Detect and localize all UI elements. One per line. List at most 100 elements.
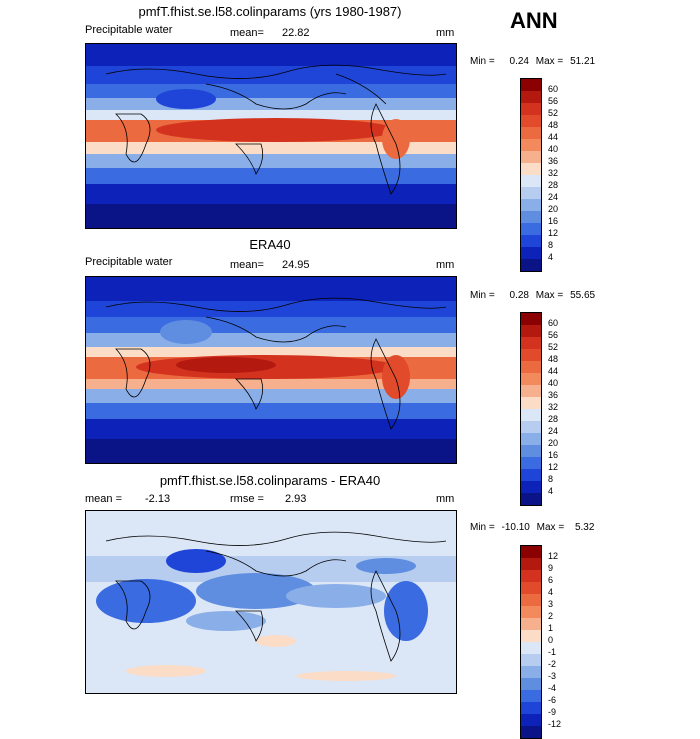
colorbar-swatch (521, 433, 541, 445)
colorbar-swatch (521, 714, 541, 726)
panel3-mean-value: -2.13 (145, 493, 171, 505)
colorbar-tick-label: -1 (548, 647, 557, 657)
panel1-min-value: 0.24 (509, 56, 529, 67)
colorbar-tick-label: 28 (548, 180, 559, 190)
colorbar-swatch (521, 726, 541, 738)
colorbar-tick-label: 16 (548, 216, 559, 226)
panel2-max-value: 55.65 (570, 290, 596, 301)
colorbar-tick-label: -2 (548, 659, 557, 669)
colorbar-tick-label: 12 (548, 228, 559, 238)
colorbar-swatch (521, 259, 541, 271)
panel3-mean-label: mean = (85, 493, 122, 505)
colorbar-swatch (521, 546, 541, 558)
colorbar-tick-label: 4 (548, 252, 554, 262)
colorbar-swatch (521, 199, 541, 211)
colorbar-tick-label: 12 (548, 551, 559, 561)
colorbar-swatch (521, 666, 541, 678)
colorbar-tick-label: -9 (548, 707, 557, 717)
colorbar-tick-label: 3 (548, 599, 554, 609)
panel2-mean-value: 24.95 (282, 259, 310, 271)
panel3-min-value: -10.10 (501, 522, 530, 533)
panel2-mean-label: mean= (230, 259, 264, 271)
colorbar-swatch (521, 361, 541, 373)
panel3-map (85, 510, 457, 694)
panel1-field: Precipitable water (85, 24, 173, 36)
season-label: ANN (510, 8, 558, 33)
colorbar-swatch (521, 211, 541, 223)
colorbar-tick-label: 52 (548, 342, 559, 352)
colorbar-tick-label: 40 (548, 144, 559, 154)
colorbar-tick-label: 6 (548, 575, 554, 585)
colorbar-swatch (521, 223, 541, 235)
panel3-colorbar (520, 545, 542, 739)
panel2-colorbar (520, 312, 542, 506)
colorbar-tick-label: -6 (548, 695, 557, 705)
colorbar-swatch (521, 678, 541, 690)
colorbar-tick-label: 0 (548, 635, 554, 645)
panel3-max-value: 5.32 (574, 522, 595, 533)
colorbar-swatch (521, 702, 541, 714)
panel1-min-label: Min = (470, 56, 495, 67)
panel1-title: pmfT.fhist.se.l58.colinparams (yrs 1980-… (138, 4, 402, 19)
colorbar-swatch (521, 337, 541, 349)
panel1-max-value: 51.21 (570, 56, 596, 67)
colorbar-tick-label: 16 (548, 450, 559, 460)
colorbar-swatch (521, 493, 541, 505)
panel1-colorbar (520, 78, 542, 272)
colorbar-tick-label: -12 (548, 719, 562, 729)
colorbar-tick-label: 56 (548, 96, 559, 106)
colorbar-tick-label: 20 (548, 204, 559, 214)
panel2-map (85, 276, 457, 464)
panel3-max-label: Max = (536, 522, 565, 533)
colorbar-swatch (521, 313, 541, 325)
panel3-colorbar-labels: 12 9 6 4 3 2 1 0 -1 -2 -3 -4 -6 -9 -12 (548, 550, 561, 730)
colorbar-swatch (521, 582, 541, 594)
colorbar-tick-label: 4 (548, 587, 554, 597)
colorbar-tick-label: 60 (548, 318, 559, 328)
panel2-field: Precipitable water (85, 256, 173, 268)
colorbar-swatch (521, 175, 541, 187)
colorbar-swatch (521, 421, 541, 433)
colorbar-swatch (521, 373, 541, 385)
panel3-rmse-value: 2.93 (285, 493, 307, 505)
panel1-mean-label: mean= (230, 27, 264, 39)
colorbar-swatch (521, 654, 541, 666)
panel2-min-label: Min = (470, 290, 495, 301)
panel3-rmse-label: rmse = (230, 493, 264, 505)
colorbar-swatch (521, 187, 541, 199)
colorbar-swatch (521, 558, 541, 570)
colorbar-swatch (521, 139, 541, 151)
colorbar-tick-label: 12 (548, 462, 559, 472)
colorbar-swatch (521, 690, 541, 702)
colorbar-swatch (521, 445, 541, 457)
colorbar-swatch (521, 325, 541, 337)
panel1-colorbar-labels: 60 56 52 48 44 40 36 32 28 24 20 16 12 8 4 (548, 83, 558, 263)
colorbar-swatch (521, 235, 541, 247)
colorbar-swatch (521, 618, 541, 630)
colorbar-tick-label: 1 (548, 623, 554, 633)
colorbar-swatch (521, 642, 541, 654)
colorbar-tick-label: 8 (548, 474, 554, 484)
panel1-units: mm (436, 27, 455, 39)
colorbar-swatch (521, 163, 541, 175)
colorbar-swatch (521, 570, 541, 582)
panel2-title: ERA40 (249, 237, 291, 252)
colorbar-tick-label: 28 (548, 414, 559, 424)
colorbar-swatch (521, 606, 541, 618)
panel3-min-label: Min = (470, 522, 495, 533)
colorbar-tick-label: 20 (548, 438, 559, 448)
colorbar-swatch (521, 91, 541, 103)
colorbar-tick-label: 36 (548, 390, 559, 400)
colorbar-swatch (521, 481, 541, 493)
panel3-title: pmfT.fhist.se.l58.colinparams - ERA40 (159, 473, 381, 488)
colorbar-tick-label: 4 (548, 486, 554, 496)
colorbar-tick-label: 48 (548, 354, 559, 364)
colorbar-tick-label: 40 (548, 378, 559, 388)
panel2-colorbar-labels: 60 56 52 48 44 40 36 32 28 24 20 16 12 8 4 (548, 317, 558, 497)
panel1-mean-value: 22.82 (282, 27, 310, 39)
colorbar-swatch (521, 247, 541, 259)
colorbar-tick-label: 32 (548, 168, 559, 178)
panel2-units: mm (436, 259, 455, 271)
colorbar-tick-label: 32 (548, 402, 559, 412)
colorbar-swatch (521, 349, 541, 361)
